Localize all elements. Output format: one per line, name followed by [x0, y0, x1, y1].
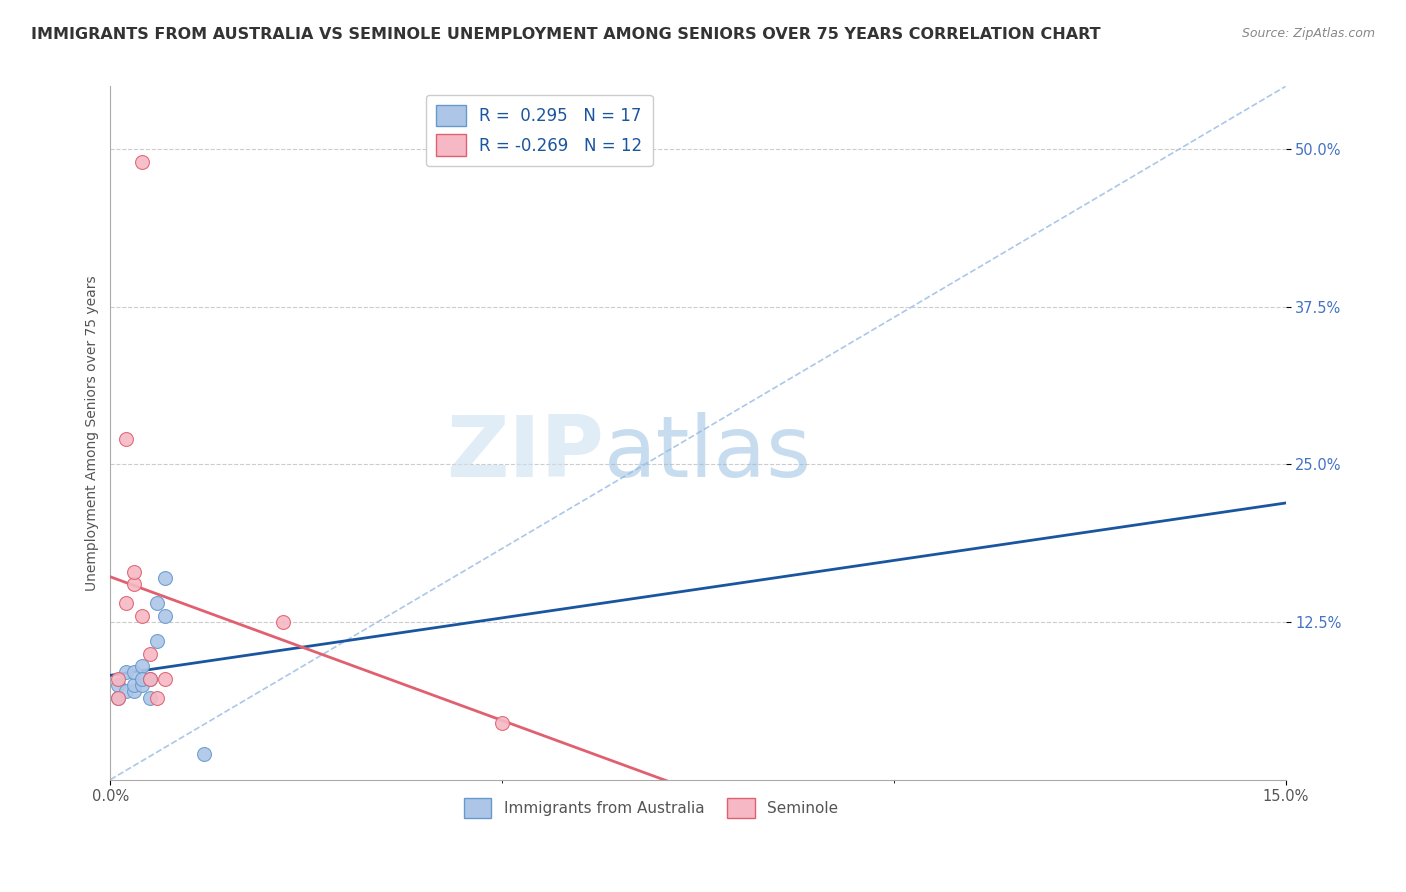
Text: ZIP: ZIP: [446, 412, 605, 495]
Point: [138, 647, 160, 661]
Point: [146, 634, 169, 648]
Point: [138, 690, 160, 705]
Point: [131, 155, 153, 169]
Point: [146, 596, 169, 610]
Point: [107, 678, 129, 692]
Point: [193, 747, 215, 762]
Point: [107, 690, 129, 705]
Point: [131, 672, 153, 686]
Point: [107, 690, 129, 705]
Point: [131, 608, 153, 623]
Text: Source: ZipAtlas.com: Source: ZipAtlas.com: [1241, 27, 1375, 40]
Point: [115, 684, 138, 698]
Point: [155, 571, 177, 585]
Point: [122, 684, 145, 698]
Point: [122, 565, 145, 579]
Point: [115, 432, 138, 446]
Point: [107, 672, 129, 686]
Point: [122, 678, 145, 692]
Point: [271, 615, 294, 629]
Point: [131, 678, 153, 692]
Point: [122, 665, 145, 680]
Legend: Immigrants from Australia, Seminole: Immigrants from Australia, Seminole: [458, 792, 844, 824]
Point: [115, 665, 138, 680]
Point: [155, 608, 177, 623]
Point: [146, 690, 169, 705]
Point: [138, 672, 160, 686]
Point: [131, 659, 153, 673]
Point: [115, 596, 138, 610]
Y-axis label: Unemployment Among Seniors over 75 years: Unemployment Among Seniors over 75 years: [86, 275, 100, 591]
Text: IMMIGRANTS FROM AUSTRALIA VS SEMINOLE UNEMPLOYMENT AMONG SENIORS OVER 75 YEARS C: IMMIGRANTS FROM AUSTRALIA VS SEMINOLE UN…: [31, 27, 1101, 42]
Point: [155, 672, 177, 686]
Point: [138, 672, 160, 686]
Text: atlas: atlas: [605, 412, 813, 495]
Point: [122, 577, 145, 591]
Point: [491, 715, 513, 730]
